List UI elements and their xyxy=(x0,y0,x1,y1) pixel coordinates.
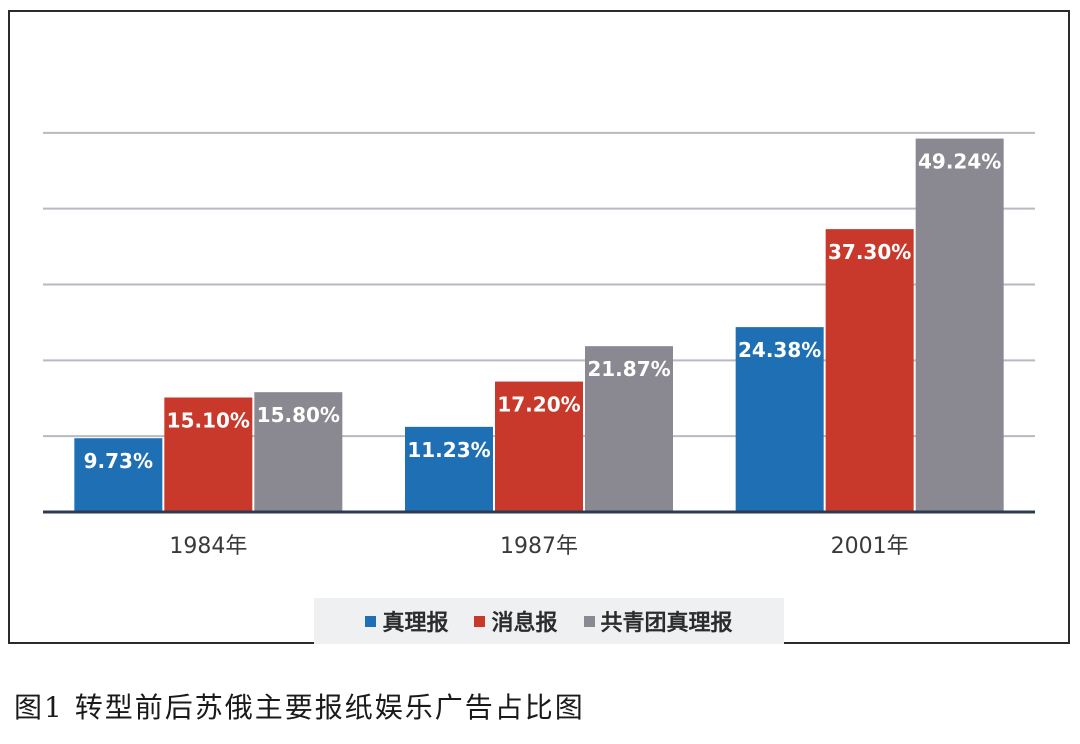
bar-1-1 xyxy=(495,381,583,512)
bar-0-0 xyxy=(74,438,163,512)
data-label-2-2: 49.24% xyxy=(918,150,1001,174)
x-tick-label-1: 1987年 xyxy=(500,534,578,559)
bar-2-2 xyxy=(915,138,1004,512)
chart-frame: 9.73% 15.10% 15.80% 11.23% 17.20% 21.87% 24.38… xyxy=(8,10,1070,644)
data-label-2-0: 15.80% xyxy=(257,403,340,427)
data-label-2-1: 21.87% xyxy=(587,357,670,381)
legend-item-zhenlibao: 真理报 xyxy=(365,605,448,637)
figure-caption: 图1 转型前后苏俄主要报纸娱乐广告占比图 xyxy=(14,691,585,724)
data-label-1-1: 17.20% xyxy=(497,393,580,417)
legend-label-zhenlibao: 真理报 xyxy=(382,611,449,636)
data-label-0-0: 9.73% xyxy=(84,449,153,473)
legend-item-gongqingtuan: 共青团真理报 xyxy=(583,605,733,637)
x-tick-label-0: 1984年 xyxy=(169,534,247,559)
legend-item-xiaoxibao: 消息报 xyxy=(474,605,558,637)
bar-chart: 9.73% 15.10% 15.80% 11.23% 17.20% 21.87% 24.38… xyxy=(43,131,1035,559)
data-label-1-0: 15.10% xyxy=(167,408,250,432)
bar-2-1 xyxy=(585,346,673,512)
bar-0-2 xyxy=(735,327,824,512)
legend-swatch-xiaoxibao xyxy=(474,615,486,627)
chart-legend: 真理报 消息报 共青团真理报 xyxy=(314,598,784,644)
legend-swatch-zhenlibao xyxy=(365,615,377,627)
data-label-0-2: 24.38% xyxy=(738,338,821,362)
bar-1-2 xyxy=(825,229,914,512)
x-tick-label-2: 2001年 xyxy=(831,534,909,559)
legend-label-xiaoxibao: 消息报 xyxy=(491,611,558,636)
data-label-0-1: 11.23% xyxy=(407,438,490,462)
legend-label-gongqingtuan: 共青团真理报 xyxy=(600,611,733,636)
bar-2-0 xyxy=(254,392,343,512)
data-label-1-2: 37.30% xyxy=(828,240,911,264)
legend-swatch-gongqingtuan xyxy=(583,615,595,627)
bar-1-0 xyxy=(164,397,253,512)
bar-0-1 xyxy=(405,426,493,512)
